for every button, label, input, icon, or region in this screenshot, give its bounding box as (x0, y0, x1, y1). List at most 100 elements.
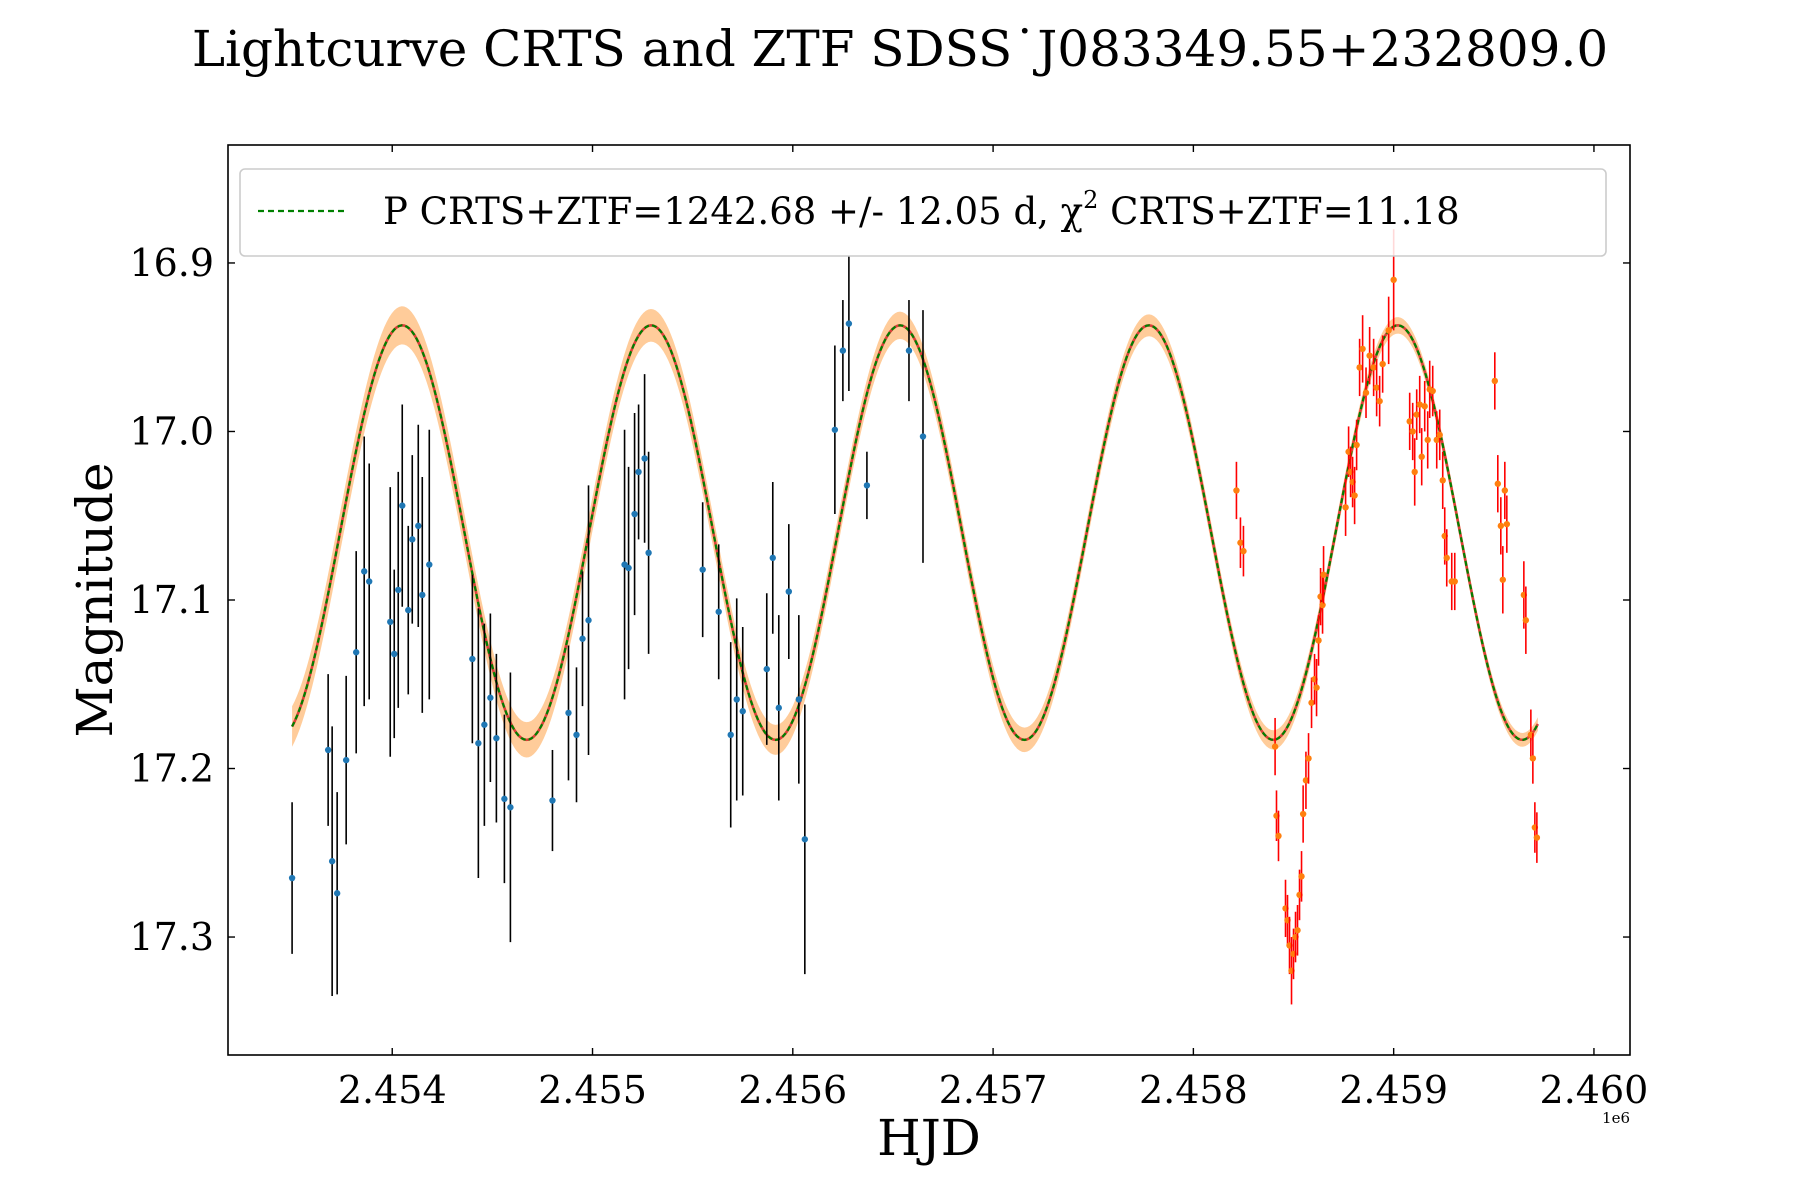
ztf-marker (1233, 487, 1240, 494)
y-tick-label: 17.2 (129, 747, 214, 791)
crts-marker (481, 721, 488, 728)
crts-marker (549, 797, 556, 804)
ztf-marker (1370, 364, 1377, 371)
crts-marker (360, 568, 368, 575)
crts-marker (839, 347, 847, 354)
crts-data-point (641, 374, 648, 543)
legend-label-suffix: CRTS+ZTF=11.18 (1098, 190, 1459, 233)
crts-data-point (769, 482, 776, 634)
legend-box (239, 168, 1607, 257)
crts-marker (487, 694, 494, 701)
ztf-marker (1433, 436, 1440, 444)
ztf-marker (1313, 684, 1320, 691)
ztf-data-point (1353, 419, 1360, 471)
crts-data-point (395, 471, 402, 708)
ztf-data-point (1385, 296, 1392, 365)
crts-data-point (831, 345, 839, 515)
ztf-marker (1533, 834, 1541, 841)
crts-marker (845, 320, 853, 327)
crts-marker (419, 591, 426, 599)
model-uncertainty-band (292, 306, 1538, 758)
crts-data-point (507, 672, 514, 943)
ztf-data-point (1491, 352, 1499, 410)
crts-marker (409, 536, 416, 543)
y-axis-ticks: 16.9 17.0 17.1 17.2 17.3 (129, 241, 1630, 959)
x-axis-ticks: 2.454 2.455 2.456 2.457 2.458 2.459 2.460 (338, 145, 1648, 1112)
ztf-marker (1356, 364, 1363, 371)
x-tick-label: 2.457 (939, 1068, 1048, 1112)
crts-data-point (493, 653, 500, 823)
ztf-data-point (1436, 409, 1443, 461)
crts-data-point (342, 675, 350, 845)
crts-data-point (487, 613, 494, 782)
crts-data-point (360, 436, 368, 707)
crts-marker (573, 731, 580, 739)
crts-marker (328, 858, 336, 865)
plot-area (228, 145, 1630, 1055)
crts-marker (919, 433, 927, 440)
crts-data-point (481, 623, 488, 826)
crts-data-point (426, 429, 433, 700)
ztf-marker (1529, 755, 1537, 762)
crts-marker (342, 756, 350, 764)
ztf-marker (1351, 492, 1358, 499)
ztf-data-point (1522, 586, 1530, 654)
crts-marker (775, 704, 782, 712)
ztf-data-point (1413, 389, 1420, 440)
crts-marker (565, 709, 572, 717)
ztf-data-point (1370, 338, 1377, 397)
crts-marker (699, 566, 706, 573)
crts-marker (399, 502, 406, 509)
ztf-marker (1406, 418, 1413, 425)
ztf-marker (1443, 554, 1450, 562)
ztf-data-point (1443, 529, 1450, 587)
legend-chi-exponent: 2 (1083, 186, 1098, 214)
crts-marker (585, 617, 592, 624)
ztf-marker (1271, 743, 1279, 750)
ztf-data-point (1233, 461, 1240, 520)
ztf-data-point (1320, 546, 1327, 604)
crts-data-point (579, 571, 586, 707)
crts-marker (288, 874, 296, 882)
crts-marker (785, 588, 792, 595)
crts-data-point (469, 574, 476, 744)
crts-data-point (409, 455, 416, 624)
ztf-marker (1385, 327, 1392, 334)
x-tick-label: 2.458 (1139, 1068, 1248, 1112)
ztf-data-point (1313, 658, 1320, 717)
ztf-data-point (1315, 615, 1322, 666)
crts-data-point (919, 310, 927, 563)
ztf-data-point (1342, 478, 1349, 536)
ztf-marker (1315, 637, 1322, 644)
crts-marker (352, 649, 360, 656)
crts-data-point (785, 524, 792, 659)
ztf-data-point (1302, 751, 1310, 809)
ztf-marker (1436, 431, 1443, 439)
ztf-marker (1342, 504, 1349, 511)
ztf-data-point (1424, 411, 1431, 469)
crts-marker (366, 578, 373, 585)
x-axis-label: HJD (877, 1109, 981, 1167)
crts-marker (395, 586, 402, 594)
ztf-marker (1416, 401, 1423, 408)
ztf-marker (1237, 539, 1244, 546)
ztf-data-point (1409, 402, 1416, 461)
crts-marker (831, 426, 839, 433)
legend: P CRTS+ZTF=1242.68 +/- 12.05 d, χ2 CRTS+… (239, 168, 1607, 257)
ztf-data-point (1271, 717, 1279, 776)
crts-marker (405, 606, 412, 614)
ztf-marker (1275, 832, 1282, 840)
ztf-data-point (1421, 380, 1428, 432)
ztf-marker (1308, 699, 1315, 706)
crts-data-point (775, 615, 782, 801)
ztf-marker (1497, 522, 1505, 530)
ztf-data-point (1351, 466, 1358, 525)
crts-data-point (399, 404, 406, 607)
crts-data-point (288, 802, 296, 954)
ztf-marker (1319, 601, 1326, 609)
crts-marker (426, 561, 433, 568)
ztf-marker (1491, 377, 1499, 385)
ztf-marker (1299, 810, 1307, 818)
ztf-series (1233, 229, 1541, 1005)
ztf-data-point (1418, 428, 1425, 486)
